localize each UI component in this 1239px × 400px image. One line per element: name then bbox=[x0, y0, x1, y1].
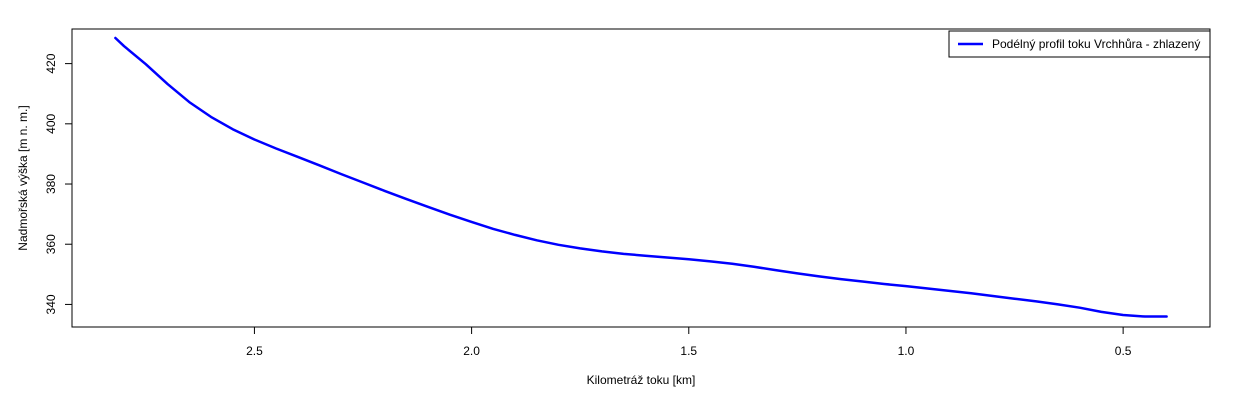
x-tick-label: 1.5 bbox=[680, 344, 697, 358]
x-tick-label: 1.0 bbox=[898, 344, 915, 358]
y-tick-label: 340 bbox=[44, 294, 58, 314]
plot-frame bbox=[71, 28, 1211, 328]
x-axis: 2.5 2.0 1.5 1.0 0.5 bbox=[246, 326, 1132, 358]
y-tick-label: 380 bbox=[44, 174, 58, 194]
y-axis: 340 360 380 400 420 bbox=[44, 53, 73, 314]
legend-label: Podélný profil toku Vrchhůra - zhlazený bbox=[992, 37, 1200, 51]
x-tick-label: 2.5 bbox=[246, 344, 263, 358]
x-tick-label: 2.0 bbox=[463, 344, 480, 358]
y-tick-label: 400 bbox=[44, 113, 58, 133]
x-tick-label: 0.5 bbox=[1115, 344, 1132, 358]
x-axis-title: Kilometráž toku [km] bbox=[587, 373, 696, 387]
y-axis-title: Nadmořská výška [m n. m.] bbox=[16, 105, 30, 250]
y-tick-label: 360 bbox=[44, 234, 58, 254]
series-line bbox=[114, 36, 1168, 318]
legend-box bbox=[948, 30, 1211, 58]
legend: Podélný profil toku Vrchhůra - zhlazený bbox=[948, 30, 1211, 58]
y-tick-label: 420 bbox=[44, 53, 58, 73]
